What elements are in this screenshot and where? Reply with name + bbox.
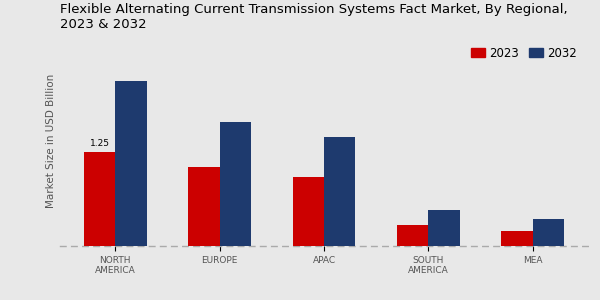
Bar — [293, 177, 324, 246]
Text: Flexible Alternating Current Transmission Systems Fact Market, By Regional,
2023: Flexible Alternating Current Transmissio… — [60, 3, 568, 31]
Bar — [397, 225, 428, 246]
Bar — [220, 122, 251, 246]
Bar — [533, 219, 564, 246]
Bar — [84, 152, 115, 246]
Bar — [324, 137, 355, 246]
Bar — [502, 231, 533, 246]
Bar — [115, 81, 146, 246]
Bar — [188, 167, 220, 246]
Y-axis label: Market Size in USD Billion: Market Size in USD Billion — [46, 74, 56, 208]
Bar — [428, 210, 460, 246]
Text: 1.25: 1.25 — [89, 140, 110, 148]
Legend: 2023, 2032: 2023, 2032 — [466, 42, 582, 64]
